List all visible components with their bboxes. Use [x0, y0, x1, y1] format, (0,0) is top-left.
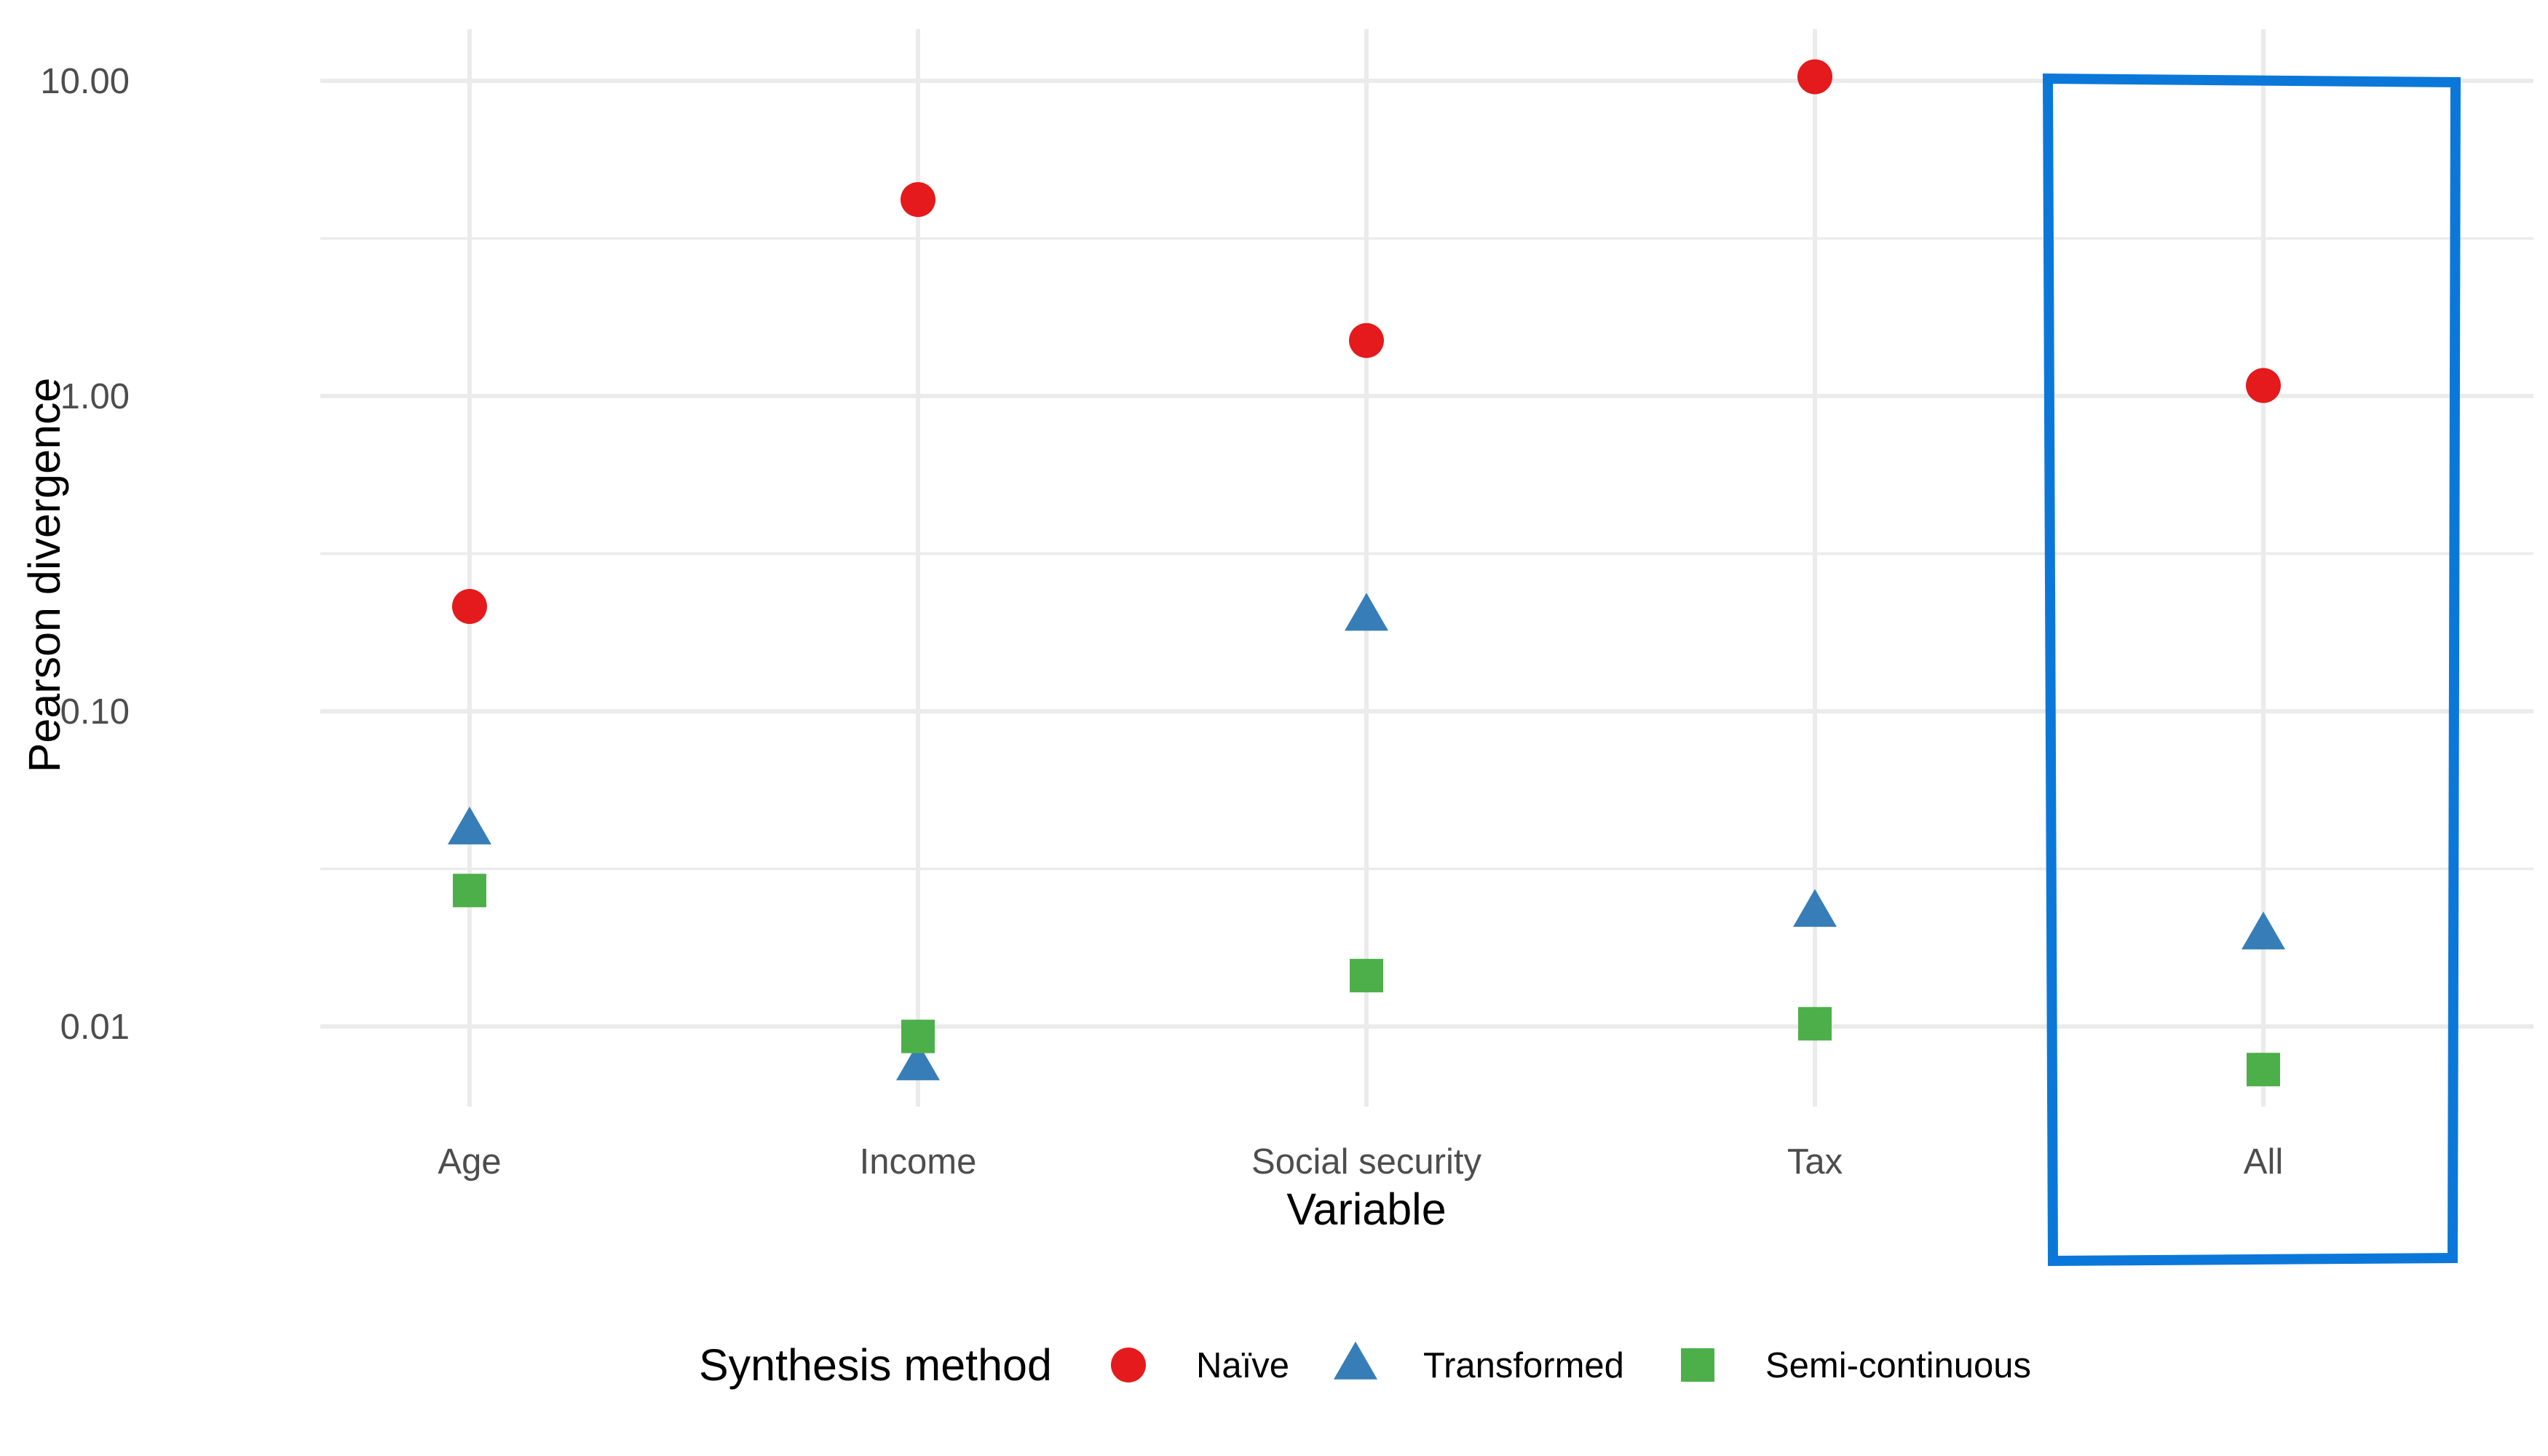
data-point-square [453, 874, 486, 908]
data-point-triangle [1345, 593, 1388, 631]
annotation-layer [2042, 73, 2461, 1267]
data-point-triangle [1793, 889, 1837, 927]
legend-label: Semi-continuous [1765, 1346, 2031, 1385]
data-point-square [2247, 1053, 2280, 1087]
axis-layer: 0.01 0.10 1.00 10.00 Age Income Social securit… [20, 62, 2283, 1234]
x-tick-label: Tax [1787, 1142, 1843, 1182]
legend-key-square [1681, 1348, 1714, 1382]
data-point-circle [452, 589, 487, 625]
y-tick-label: 0.01 [60, 1008, 130, 1047]
x-tick-label: Age [438, 1142, 501, 1182]
data-point-triangle [448, 806, 491, 844]
y-tick-label: 10.00 [40, 62, 130, 101]
data-point-square [1350, 959, 1383, 993]
series-semi-continuous [453, 874, 2280, 1087]
legend-label: Transformed [1423, 1346, 1624, 1385]
data-point-circle [1797, 59, 1832, 95]
legend-item: Semi-continuous [1681, 1346, 2031, 1385]
legend-label: Naïve [1196, 1346, 1289, 1385]
legend-key-triangle [1334, 1341, 1377, 1380]
x-tick-label: Social security [1251, 1142, 1481, 1182]
legend-item: Transformed [1334, 1341, 1624, 1385]
data-point-circle [2246, 368, 2281, 403]
data-point-square [1798, 1007, 1832, 1041]
y-tick-label: 1.00 [60, 377, 130, 416]
grid-layer [320, 29, 2533, 1107]
legend: Synthesis method Naïve Transformed Semi-con… [699, 1340, 2031, 1390]
points-layer [448, 59, 2285, 1087]
data-point-triangle [2242, 911, 2285, 950]
data-point-circle [1349, 323, 1384, 358]
data-point-triangle [896, 1042, 940, 1080]
highlight-box [2042, 73, 2461, 1267]
data-point-square [901, 1019, 935, 1053]
legend-key-circle [1111, 1348, 1146, 1382]
series-transformed [448, 593, 2285, 1080]
series-na-ve [452, 59, 2281, 625]
x-axis-title: Variable [1286, 1184, 1446, 1234]
x-tick-label: Income [860, 1142, 977, 1182]
y-axis-title: Pearson divergence [20, 378, 69, 773]
legend-title: Synthesis method [699, 1340, 1052, 1390]
legend-item: Naïve [1111, 1346, 1289, 1385]
x-tick-label: All [2244, 1142, 2283, 1182]
data-point-circle [901, 182, 935, 218]
y-tick-label: 0.10 [60, 692, 130, 732]
